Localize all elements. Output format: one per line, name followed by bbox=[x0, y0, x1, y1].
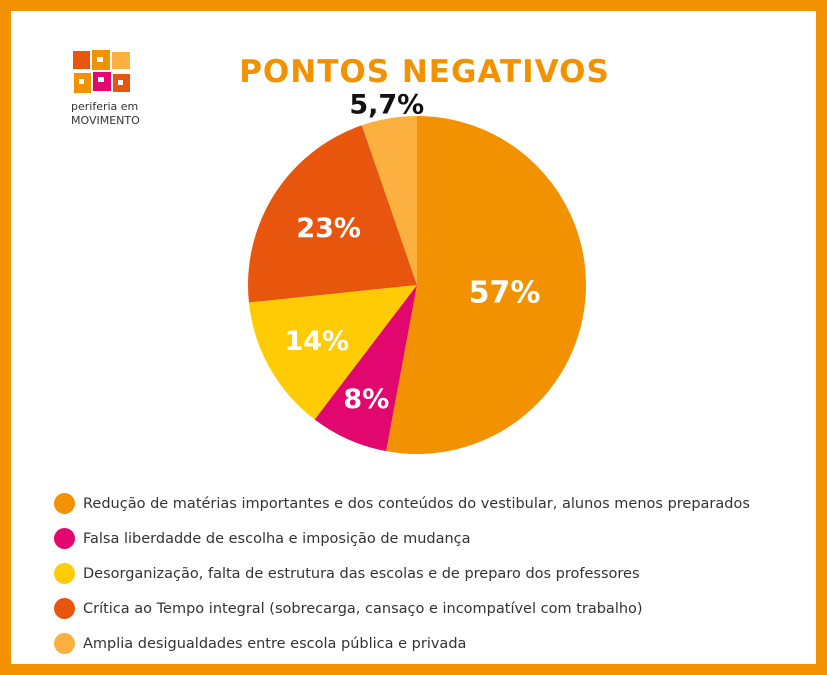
logo-text-line2: MOVIMENTO bbox=[71, 114, 140, 127]
slice-data-label: 5,7% bbox=[349, 89, 424, 120]
legend-label: Crítica ao Tempo integral (sobrecarga, c… bbox=[83, 600, 643, 617]
chart-legend: Redução de matérias importantes e dos co… bbox=[54, 486, 814, 661]
slice-data-label: 14% bbox=[284, 326, 349, 357]
legend-item: Amplia desigualdades entre escola públic… bbox=[54, 626, 814, 661]
legend-label: Desorganização, falta de estrutura das e… bbox=[83, 565, 640, 582]
pie-slice bbox=[361, 116, 417, 285]
slice-data-label: 8% bbox=[343, 384, 389, 415]
slice-data-label: 57% bbox=[469, 276, 541, 311]
legend-item: Desorganização, falta de estrutura das e… bbox=[54, 556, 814, 591]
legend-label: Redução de matérias importantes e dos co… bbox=[83, 495, 750, 512]
legend-label: Amplia desigualdades entre escola públic… bbox=[83, 635, 467, 652]
logo-icon bbox=[73, 50, 130, 93]
legend-swatch bbox=[54, 633, 75, 654]
legend-swatch bbox=[54, 563, 75, 584]
pie-slice bbox=[247, 125, 417, 303]
logo: periferia em MOVIMENTO bbox=[71, 49, 161, 127]
legend-item: Redução de matérias importantes e dos co… bbox=[54, 486, 814, 521]
pie-slice bbox=[386, 116, 586, 454]
slice-data-label: 23% bbox=[296, 213, 361, 244]
pie-slice bbox=[248, 285, 417, 420]
chart-title: PONTOS NEGATIVOS bbox=[239, 54, 610, 90]
legend-swatch bbox=[54, 598, 75, 619]
legend-item: Crítica ao Tempo integral (sobrecarga, c… bbox=[54, 591, 814, 626]
logo-text-line1: periferia em bbox=[71, 100, 139, 113]
legend-label: Falsa liberdadde de escolha e imposição … bbox=[83, 530, 471, 547]
pie-slice bbox=[314, 285, 417, 452]
legend-swatch bbox=[54, 493, 75, 514]
legend-item: Falsa liberdadde de escolha e imposição … bbox=[54, 521, 814, 556]
legend-swatch bbox=[54, 528, 75, 549]
